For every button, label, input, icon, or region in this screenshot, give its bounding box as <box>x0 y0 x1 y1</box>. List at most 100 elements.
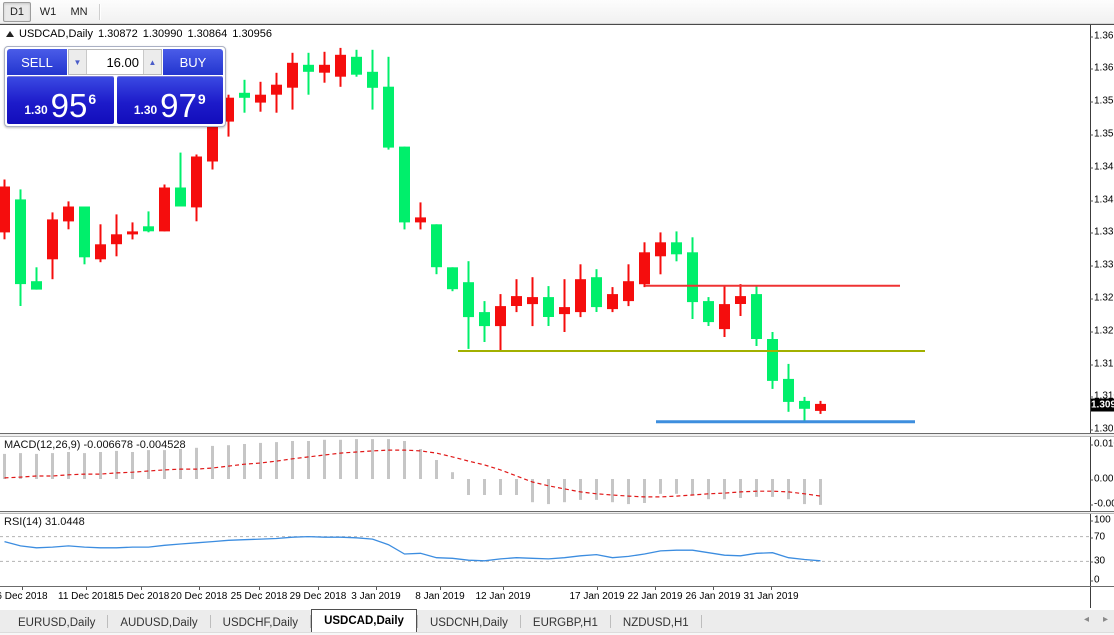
macd-histogram-bar <box>483 479 486 495</box>
volume-increase-button[interactable]: ▲ <box>143 50 161 74</box>
chart-tab-eurusd-daily[interactable]: EURUSD,Daily <box>18 616 96 629</box>
macd-histogram-bar <box>627 479 630 505</box>
tab-separator <box>310 615 312 628</box>
candle-body <box>367 71 378 88</box>
rsi-axis-tick: 0 <box>1090 574 1100 586</box>
candle-body <box>351 56 362 75</box>
chart-symbol: USDCAD,Daily <box>19 28 93 40</box>
chart-tab-audusd-daily[interactable]: AUDUSD,Daily <box>120 616 198 629</box>
chart-tab-eurgbp-h1[interactable]: EURGBP,H1 <box>532 616 598 629</box>
macd-histogram-bar <box>275 442 278 479</box>
tab-scroll-left-icon[interactable]: ◂ <box>1083 614 1089 625</box>
chart-tab-usdcad-daily[interactable]: USDCAD,Daily <box>311 609 417 632</box>
macd-axis-tick: 0.00 <box>1089 473 1114 485</box>
macd-histogram-bar <box>451 472 454 479</box>
candle-body <box>511 296 522 306</box>
candle-body <box>191 156 202 208</box>
chart-low: 1.30864 <box>187 28 228 40</box>
candle-body <box>143 226 154 232</box>
candle-body <box>207 121 218 162</box>
macd-histogram-bar <box>355 439 358 479</box>
date-axis-label: 25 Dec 2018 <box>230 591 288 602</box>
date-axis-tick <box>655 587 656 590</box>
toolbar-separator <box>99 3 101 20</box>
candle-body <box>479 312 490 327</box>
macd-histogram-bar <box>739 479 742 498</box>
pane-separator[interactable] <box>0 433 1114 437</box>
one-click-trading-widget: SELL ▼ ▲ BUY 1.30 95 6 1.30 97 9 <box>4 46 226 127</box>
chart-window: USDCAD,Daily 1.30872 1.30990 1.30864 1.3… <box>0 24 1114 611</box>
price-axis-tick: 1.33205 <box>1089 260 1114 271</box>
price-axis-tick: 1.33730 <box>1089 227 1114 238</box>
widget-collapse-arrow-icon[interactable] <box>6 31 14 37</box>
price-chart[interactable] <box>0 25 1090 433</box>
price-axis[interactable]: 1.36895 1.36370 1.35845 1.35320 1.34780 1.342… <box>1089 25 1114 608</box>
macd-histogram-bar <box>307 441 310 479</box>
macd-histogram-bar <box>691 479 694 495</box>
tab-separator <box>609 615 611 628</box>
candle-body <box>639 252 650 285</box>
price-axis-tick: 1.35845 <box>1089 96 1114 107</box>
rsi-axis-tick: 70 <box>1089 531 1106 543</box>
candle-body <box>223 97 234 122</box>
rsi-indicator-pane[interactable] <box>0 514 1090 586</box>
candle-body <box>655 242 666 257</box>
candle-body <box>799 400 810 409</box>
tab-scroll-right-icon[interactable]: ▸ <box>1102 614 1108 625</box>
candle-wick <box>419 202 422 230</box>
rsi-axis-tick: 100 <box>1090 514 1111 526</box>
date-axis-label: 20 Dec 2018 <box>170 591 228 602</box>
macd-histogram-bar <box>163 450 166 479</box>
bid-price-big: 95 <box>50 87 88 124</box>
date-axis[interactable]: 6 Dec 2018 11 Dec 2018 15 Dec 2018 20 Dec 2… <box>0 587 1090 608</box>
candle-body <box>287 62 298 88</box>
macd-axis-tick: 0.010535 <box>1090 439 1114 450</box>
candle-body <box>127 231 138 235</box>
current-price-tag: 1.30956 <box>1091 398 1114 412</box>
candle-body <box>319 64 330 73</box>
date-axis-label: 31 Jan 2019 <box>743 591 799 602</box>
tab-scroll-controls: ◂ ▸ <box>1084 614 1108 625</box>
macd-indicator-pane[interactable] <box>0 437 1090 511</box>
macd-histogram-bar <box>771 479 774 497</box>
buy-button[interactable]: BUY <box>163 49 223 75</box>
candle-body <box>271 84 282 95</box>
chart-tab-nzdusd-h1[interactable]: NZDUSD,H1 <box>622 616 689 629</box>
bid-price-panel[interactable]: 1.30 95 6 <box>7 76 114 124</box>
macd-histogram-bar <box>339 439 342 479</box>
macd-label: MACD(12,26,9) -0.006678 -0.004528 <box>4 439 186 451</box>
ask-price-big: 97 <box>160 87 197 124</box>
tab-separator <box>416 615 418 628</box>
volume-spinner: ▼ ▲ <box>68 49 162 75</box>
macd-histogram-bar <box>131 452 134 479</box>
candle-body <box>559 307 570 315</box>
chart-high: 1.30990 <box>142 28 183 40</box>
timeframe-button-mn[interactable]: MN <box>70 5 88 18</box>
candle-body <box>399 146 410 223</box>
candle-body <box>607 294 618 310</box>
ask-price-panel[interactable]: 1.30 97 9 <box>116 76 223 124</box>
candle-body <box>415 217 426 223</box>
pane-separator[interactable] <box>0 511 1114 514</box>
macd-histogram-bar <box>403 441 406 479</box>
chart-tab-usdchf-daily[interactable]: USDCHF,Daily <box>222 616 299 629</box>
chart-tab-usdcnh-daily[interactable]: USDCNH,Daily <box>429 616 508 629</box>
timeframe-button-w1[interactable]: W1 <box>39 5 57 18</box>
rsi-label: RSI(14) 31.0448 <box>4 516 85 528</box>
date-axis-label: 6 Dec 2018 <box>0 591 48 602</box>
volume-input[interactable] <box>87 50 143 74</box>
timeframe-button-d1[interactable]: D1 <box>3 1 31 22</box>
sell-button[interactable]: SELL <box>7 49 67 75</box>
candle-wick <box>307 52 310 95</box>
volume-decrease-button[interactable]: ▼ <box>69 50 87 74</box>
date-axis-tick <box>440 587 441 590</box>
candle-body <box>383 86 394 148</box>
date-axis-tick <box>503 587 504 590</box>
date-axis-tick <box>771 587 772 590</box>
macd-histogram-bar <box>643 479 646 503</box>
tab-separator <box>107 615 109 628</box>
date-axis-tick <box>376 587 377 590</box>
macd-histogram-bar <box>419 449 422 479</box>
bid-price-prefix: 1.30 <box>24 103 48 117</box>
tab-separator <box>209 615 211 628</box>
